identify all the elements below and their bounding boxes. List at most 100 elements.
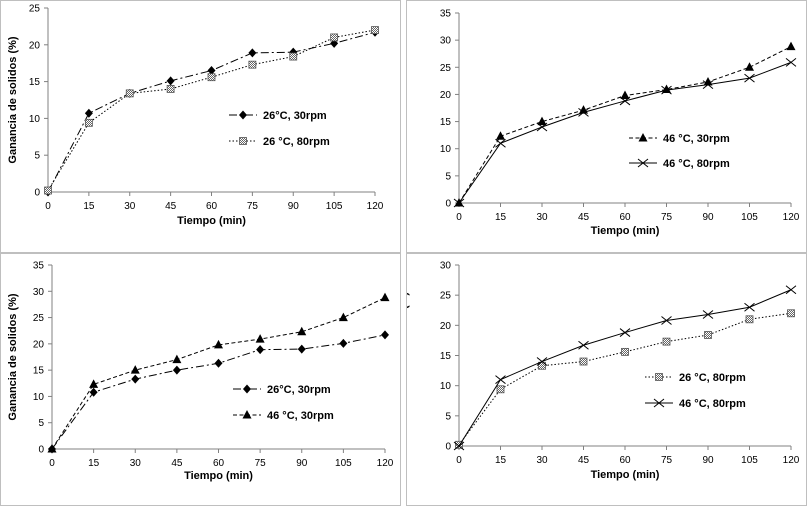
legend-marker [243,384,251,394]
x-tick-label: 105 [335,458,352,469]
legend-label: 26 °C, 80rpm [679,372,746,384]
legend-marker [242,410,252,419]
series-line [458,289,792,447]
data-point [579,357,588,366]
data-point [339,338,348,348]
x-tick-label: 75 [661,212,673,223]
series-1 [455,309,795,449]
data-point [255,334,265,343]
legend-marker [655,373,663,381]
legend-entry: 26°C, 30rpm [233,384,331,396]
x-tick-label: 75 [661,455,673,466]
x-tick-label: 45 [171,458,183,469]
y-tick-label: 5 [38,418,44,429]
y-tick-label: 30 [440,36,452,47]
data-point [380,292,390,302]
data-point [338,312,348,322]
series-1 [454,41,796,207]
data-point [744,302,755,312]
data-point [785,285,797,295]
data-point [578,107,589,117]
data-point [745,315,754,324]
x-tick-label: 90 [702,212,714,223]
y-tick-label: 20 [440,321,452,332]
y-tick-label: 10 [33,392,45,403]
data-point [89,379,99,388]
data-point [786,41,796,51]
chart-top-left: 0 5 10 15 20 25 0 15 30 45 60 75 90 105 120 Tiempo (min… [7,4,384,228]
legend-entry: 46 °C, 80rpm [645,398,746,410]
data-point [248,60,257,69]
y-tick-label: 15 [33,366,45,377]
series-line [458,61,792,204]
x-tick-label: 45 [578,455,590,466]
series-line [458,312,792,446]
x-tick-label: 0 [456,455,462,466]
series-2 [453,285,797,451]
y-tick-label: 35 [33,261,45,272]
chart-bottom-right: 0 5 10 15 20 25 30 0 15 30 45 60 75 90 105 120 Tiempo (m… [407,261,800,482]
data-point [172,354,182,364]
x-tick-label: 90 [288,201,300,212]
data-point [125,89,134,98]
y-tick-label: 20 [33,339,45,350]
x-tick-label: 15 [83,201,95,212]
series-line [458,46,792,204]
y-tick-label: 20 [29,40,41,51]
data-point [207,73,216,82]
series-line [51,334,386,450]
series-2 [453,58,797,208]
y-tick-label: 20 [440,90,452,101]
data-point [89,387,98,397]
legend-label: 26°C, 30rpm [263,110,327,122]
data-point [537,116,547,126]
y-tick-label: 10 [440,144,452,155]
chart-panel-top-left: 0 5 10 15 20 25 0 15 30 45 60 75 90 105 120 Tiempo (min… [0,0,401,253]
x-tick-label: 15 [495,455,507,466]
data-point [371,26,379,34]
data-point [166,76,175,86]
data-point [496,131,505,140]
x-tick-label: 90 [702,455,714,466]
y-tick-label: 30 [33,287,45,298]
data-point [578,340,589,350]
x-tick-label: 60 [213,458,225,469]
series-line [51,297,386,450]
x-tick-label: 90 [296,458,308,469]
x-tick-label: 105 [741,455,758,466]
y-tick-label: 30 [440,261,452,272]
data-point [619,328,631,337]
x-tick-label: 75 [247,201,259,212]
data-point [297,326,307,336]
y-tick-label: 15 [440,351,452,362]
data-point [495,375,506,385]
y-axis-label: Ganancia de solidos (%) [7,36,19,163]
y-axis-label: Ganancia de solidos (%) [407,292,410,419]
data-point [661,85,672,95]
data-point [662,337,671,346]
y-tick-label: 0 [38,445,44,456]
data-point [536,357,548,366]
y-tick-label: 25 [33,313,45,324]
series-line [47,29,376,191]
x-tick-label: 0 [456,212,462,223]
legend-entry: 26 °C, 80rpm [645,372,746,384]
x-tick-label: 60 [619,455,631,466]
data-point [289,52,298,61]
data-point [453,441,465,451]
data-point [787,309,795,318]
data-point [214,358,223,368]
x-axis-label: Tiempo (min) [177,215,246,227]
y-tick-label: 5 [445,411,451,422]
y-axis-label: Ganancia de solidos (%) [7,293,19,420]
x-tick-label: 0 [45,201,51,212]
data-point [166,85,175,93]
y-tick-label: 15 [440,117,452,128]
y-tick-label: 5 [34,151,40,162]
legend-marker [653,398,665,408]
data-point [84,118,93,127]
data-point [621,347,629,356]
data-point [702,310,714,319]
y-tick-label: 5 [445,171,451,182]
data-point [661,316,672,325]
